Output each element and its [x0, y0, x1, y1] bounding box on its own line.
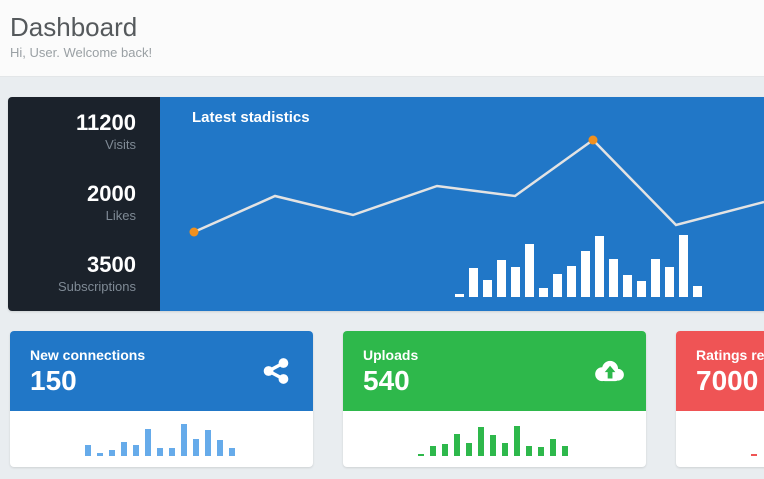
stat-label: Visits [105, 137, 136, 153]
latest-statistics-widget: 11200 Visits 2000 Likes 3500 Subscriptio… [8, 97, 764, 311]
card-ratings-received[interactable]: Ratings received 7000 [676, 331, 764, 467]
card-uploads[interactable]: Uploads 540 [343, 331, 646, 467]
stats-summary-panel: 11200 Visits 2000 Likes 3500 Subscriptio… [8, 97, 160, 311]
card-value: 7000 [696, 365, 759, 397]
mini-bar [85, 445, 91, 456]
mini-bar [442, 444, 448, 456]
mini-bar [454, 434, 460, 456]
mini-bar [121, 442, 127, 456]
mini-bar [502, 443, 508, 456]
card-footer [10, 411, 313, 467]
mini-bar [550, 439, 556, 456]
mini-bar [751, 454, 757, 456]
card-footer [343, 411, 646, 467]
card-header: New connections 150 [10, 331, 313, 411]
mini-bar [466, 443, 472, 456]
mini-bar [478, 427, 484, 456]
page-title: Dashboard [10, 12, 138, 42]
stat-visits: 11200 Visits [8, 110, 136, 152]
mini-bar [205, 430, 211, 456]
mini-bar [109, 450, 115, 456]
card-title: New connections [30, 347, 146, 363]
stat-value: 2000 [87, 180, 136, 206]
mini-bar [181, 424, 187, 456]
mini-bar [145, 429, 151, 456]
card-title: Ratings received [696, 347, 764, 363]
mini-bar [526, 446, 532, 456]
mini-bar-chart [85, 424, 235, 456]
mini-bar-chart [751, 454, 757, 456]
mini-bar [562, 446, 568, 456]
card-title: Uploads [363, 347, 419, 363]
mini-bar [193, 439, 199, 456]
card-header: Ratings received 7000 [676, 331, 764, 411]
mini-bar [430, 446, 436, 456]
mini-bar [157, 448, 163, 456]
mini-bar [217, 440, 223, 456]
mini-bar [490, 435, 496, 456]
mini-bar [229, 448, 235, 456]
card-value: 150 [30, 365, 77, 397]
mini-bar [97, 453, 103, 456]
mini-bar [133, 445, 139, 456]
kpi-cards-row: New connections 150 Uploads [10, 331, 764, 467]
dashboard-page: Dashboard Hi, User. Welcome back! 11200 … [0, 0, 764, 467]
stat-label: Likes [105, 208, 136, 224]
card-value: 540 [363, 365, 410, 397]
stat-subscriptions: 3500 Subscriptions [8, 252, 136, 294]
mini-bar [538, 447, 544, 456]
card-new-connections[interactable]: New connections 150 [10, 331, 313, 467]
page-subtitle: Hi, User. Welcome back! [10, 45, 153, 61]
card-header: Uploads 540 [343, 331, 646, 411]
mini-bar [169, 448, 175, 456]
mini-bar [418, 454, 424, 456]
stat-value: 3500 [87, 251, 136, 277]
stat-likes: 2000 Likes [8, 181, 136, 223]
share-icon [259, 354, 293, 388]
cloud-upload-icon [592, 354, 626, 388]
stat-value: 11200 [76, 110, 136, 135]
statistics-line-bar-chart [189, 135, 764, 297]
card-footer [676, 411, 764, 467]
statistics-chart-panel: Latest stadistics [160, 97, 764, 311]
mini-bar-chart [418, 426, 568, 456]
chart-title: Latest stadistics [192, 109, 310, 126]
stat-label: Subscriptions [57, 278, 136, 294]
page-header: Dashboard Hi, User. Welcome back! [0, 0, 764, 77]
mini-bar [514, 426, 520, 456]
